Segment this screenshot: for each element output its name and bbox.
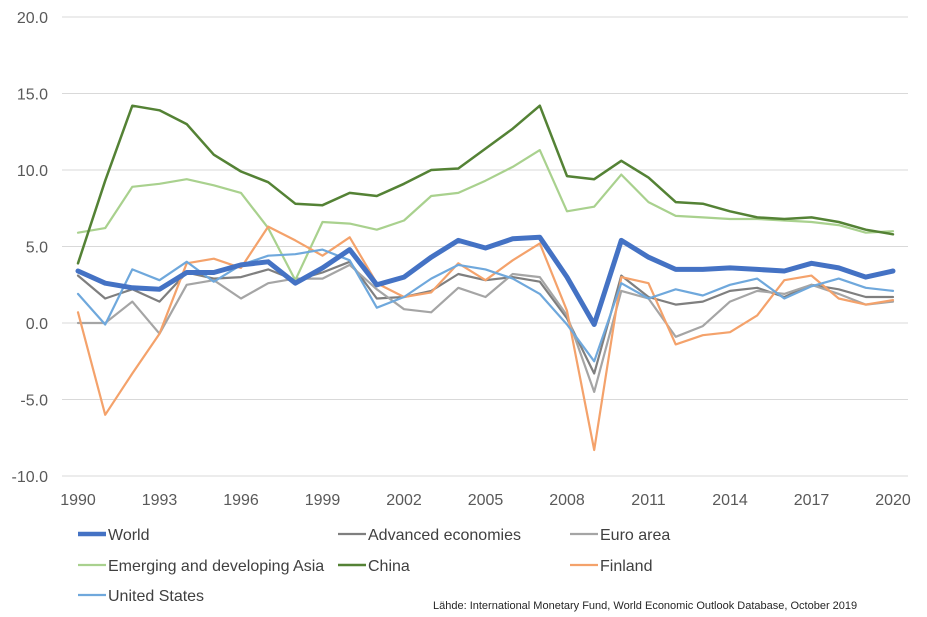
legend-label-advanced-economies: Advanced economies	[368, 527, 521, 544]
y-tick-label-20-0: 20.0	[17, 10, 48, 27]
source-annotation: Lähde: International Monetary Fund, Worl…	[433, 600, 857, 612]
legend-label-china: China	[368, 558, 410, 575]
series-lines	[75, 104, 896, 452]
series-line-finland	[76, 225, 895, 452]
series-line-united-states	[76, 248, 895, 363]
series-line-china	[76, 104, 895, 265]
series-line-world	[75, 234, 896, 327]
x-tick-label-1990: 1990	[60, 492, 96, 509]
x-tick-label-2008: 2008	[549, 492, 585, 509]
x-tick-label-2017: 2017	[794, 492, 830, 509]
x-tick-label-2014: 2014	[712, 492, 748, 509]
x-tick-label-1996: 1996	[223, 492, 259, 509]
legend: World Advanced economies Euro area Emerging…	[78, 527, 670, 605]
x-tick-label-2020: 2020	[875, 492, 911, 509]
gridlines	[62, 16, 908, 477]
y-axis-tick-labels: -10.0 -5.0 0.0 5.0 10.0 15.0 20.0	[12, 10, 49, 486]
y-tick-label-0-0: 0.0	[26, 316, 48, 333]
x-axis-tick-labels: 1990 1993 1996 1999 2002 2005 2008 2011 2014 2017…	[60, 492, 911, 509]
x-tick-label-2005: 2005	[468, 492, 504, 509]
x-tick-label-2002: 2002	[386, 492, 422, 509]
x-tick-label-1999: 1999	[305, 492, 341, 509]
series-line-euro-area	[76, 263, 895, 393]
legend-label-world: World	[108, 527, 150, 544]
x-tick-label-1993: 1993	[142, 492, 178, 509]
series-line-emerging-and-developing-asia	[76, 149, 895, 282]
y-tick-label-5-0: 5.0	[26, 240, 48, 257]
series-line-advanced-economies	[76, 260, 895, 375]
legend-label-finland: Finland	[600, 558, 652, 575]
legend-label-united-states: United States	[108, 588, 204, 605]
y-tick-label-10-0: -10.0	[12, 469, 49, 486]
legend-label-euro-area: Euro area	[600, 527, 670, 544]
y-tick-label-10-0: 10.0	[17, 163, 48, 180]
x-tick-label-2011: 2011	[631, 492, 666, 509]
y-tick-label-15-0: 15.0	[17, 87, 48, 104]
legend-label-emerging-and-developing-asia: Emerging and developing Asia	[108, 558, 324, 575]
y-tick-label-5-0: -5.0	[20, 393, 48, 410]
